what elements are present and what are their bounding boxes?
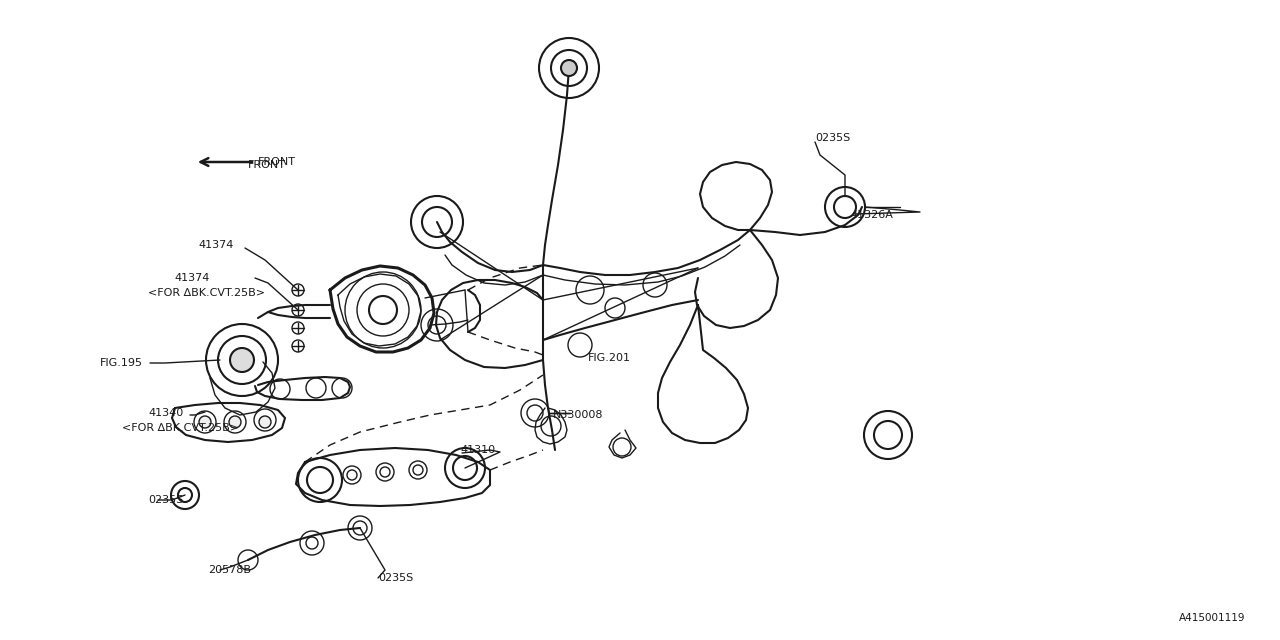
Text: 41374: 41374 xyxy=(174,273,210,283)
Text: 41326A: 41326A xyxy=(850,210,893,220)
Text: FIG.201: FIG.201 xyxy=(588,353,631,363)
Text: 41310: 41310 xyxy=(460,445,495,455)
Text: 41374: 41374 xyxy=(198,240,233,250)
Text: <FOR ∆BK.CVT.25B>: <FOR ∆BK.CVT.25B> xyxy=(122,423,239,433)
Text: A415001119: A415001119 xyxy=(1179,613,1245,623)
Text: 41340: 41340 xyxy=(148,408,183,418)
Text: FIG.195: FIG.195 xyxy=(100,358,143,368)
Text: FRONT: FRONT xyxy=(248,160,285,170)
Circle shape xyxy=(561,60,577,76)
Circle shape xyxy=(259,416,271,428)
Text: 0235S: 0235S xyxy=(148,495,183,505)
Text: 0235S: 0235S xyxy=(378,573,413,583)
Text: 0235S: 0235S xyxy=(815,133,850,143)
Text: FRONT: FRONT xyxy=(259,157,296,167)
Text: N330008: N330008 xyxy=(553,410,603,420)
Circle shape xyxy=(230,348,253,372)
Text: 20578B: 20578B xyxy=(207,565,251,575)
Circle shape xyxy=(229,416,241,428)
Text: <FOR ∆BK.CVT.25B>: <FOR ∆BK.CVT.25B> xyxy=(148,288,265,298)
Circle shape xyxy=(198,416,211,428)
